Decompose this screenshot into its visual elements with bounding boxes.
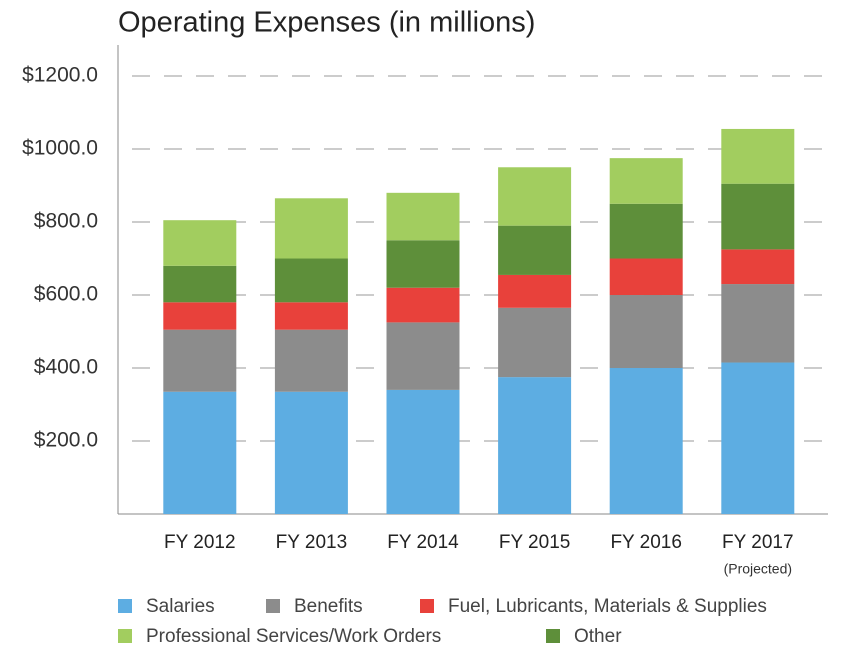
legend-swatch: [118, 599, 132, 613]
bar-segment: [163, 220, 237, 266]
bar-segment: [609, 158, 683, 204]
bar-segment: [721, 128, 795, 184]
bar-segment: [274, 329, 348, 392]
legend-label: Benefits: [294, 596, 363, 617]
bar-segment: [163, 391, 237, 514]
legend-swatch: [420, 599, 434, 613]
bar-segment: [163, 329, 237, 392]
bar-segment: [163, 302, 237, 330]
bar-segment: [498, 307, 572, 378]
y-tick-label: $800.0: [34, 210, 98, 233]
bar-segment: [721, 284, 795, 363]
bar-segment: [386, 240, 460, 288]
x-tick-label: FY 2016: [610, 532, 681, 553]
legend-label: Fuel, Lubricants, Materials & Supplies: [448, 596, 767, 617]
x-tick-label: FY 2013: [276, 532, 347, 553]
y-tick-label: $600.0: [34, 283, 98, 306]
y-tick-label: $1200.0: [22, 64, 98, 87]
y-tick-label: $200.0: [34, 429, 98, 452]
bar-segment: [721, 183, 795, 250]
x-tick-label: FY 2015: [499, 532, 570, 553]
legend-label: Professional Services/Work Orders: [146, 626, 441, 647]
legend-swatch: [118, 629, 132, 643]
x-tick-label: FY 2014: [387, 532, 459, 553]
annotation: (Projected): [724, 561, 792, 577]
bar-segment: [274, 302, 348, 330]
bar-segment: [274, 258, 348, 303]
bar-segment: [609, 203, 683, 259]
bar-segment: [498, 377, 572, 514]
bar-segment: [609, 368, 683, 514]
bar-segment: [386, 287, 460, 323]
x-tick-label: FY 2017: [722, 532, 793, 553]
legend-label: Other: [574, 626, 622, 647]
bar-segment: [721, 249, 795, 285]
bar-segment: [498, 167, 572, 226]
bar-segment: [498, 274, 572, 308]
legend-swatch: [546, 629, 560, 643]
chart-title: Operating Expenses (in millions): [118, 7, 535, 39]
legend-label: Salaries: [146, 596, 215, 617]
y-tick-label: $1000.0: [22, 137, 98, 160]
bar-segment: [498, 225, 572, 275]
legend-swatch: [266, 599, 280, 613]
bar-segment: [386, 192, 460, 241]
bar-segment: [163, 265, 237, 303]
bar-segment: [721, 362, 795, 514]
y-tick-label: $400.0: [34, 356, 98, 379]
bar-segment: [274, 198, 348, 259]
bar-segment: [386, 389, 460, 514]
bar-segment: [609, 258, 683, 296]
x-tick-label: FY 2012: [164, 532, 235, 553]
bar-segment: [386, 322, 460, 390]
bar-segment: [609, 295, 683, 369]
bar-segment: [274, 391, 348, 514]
